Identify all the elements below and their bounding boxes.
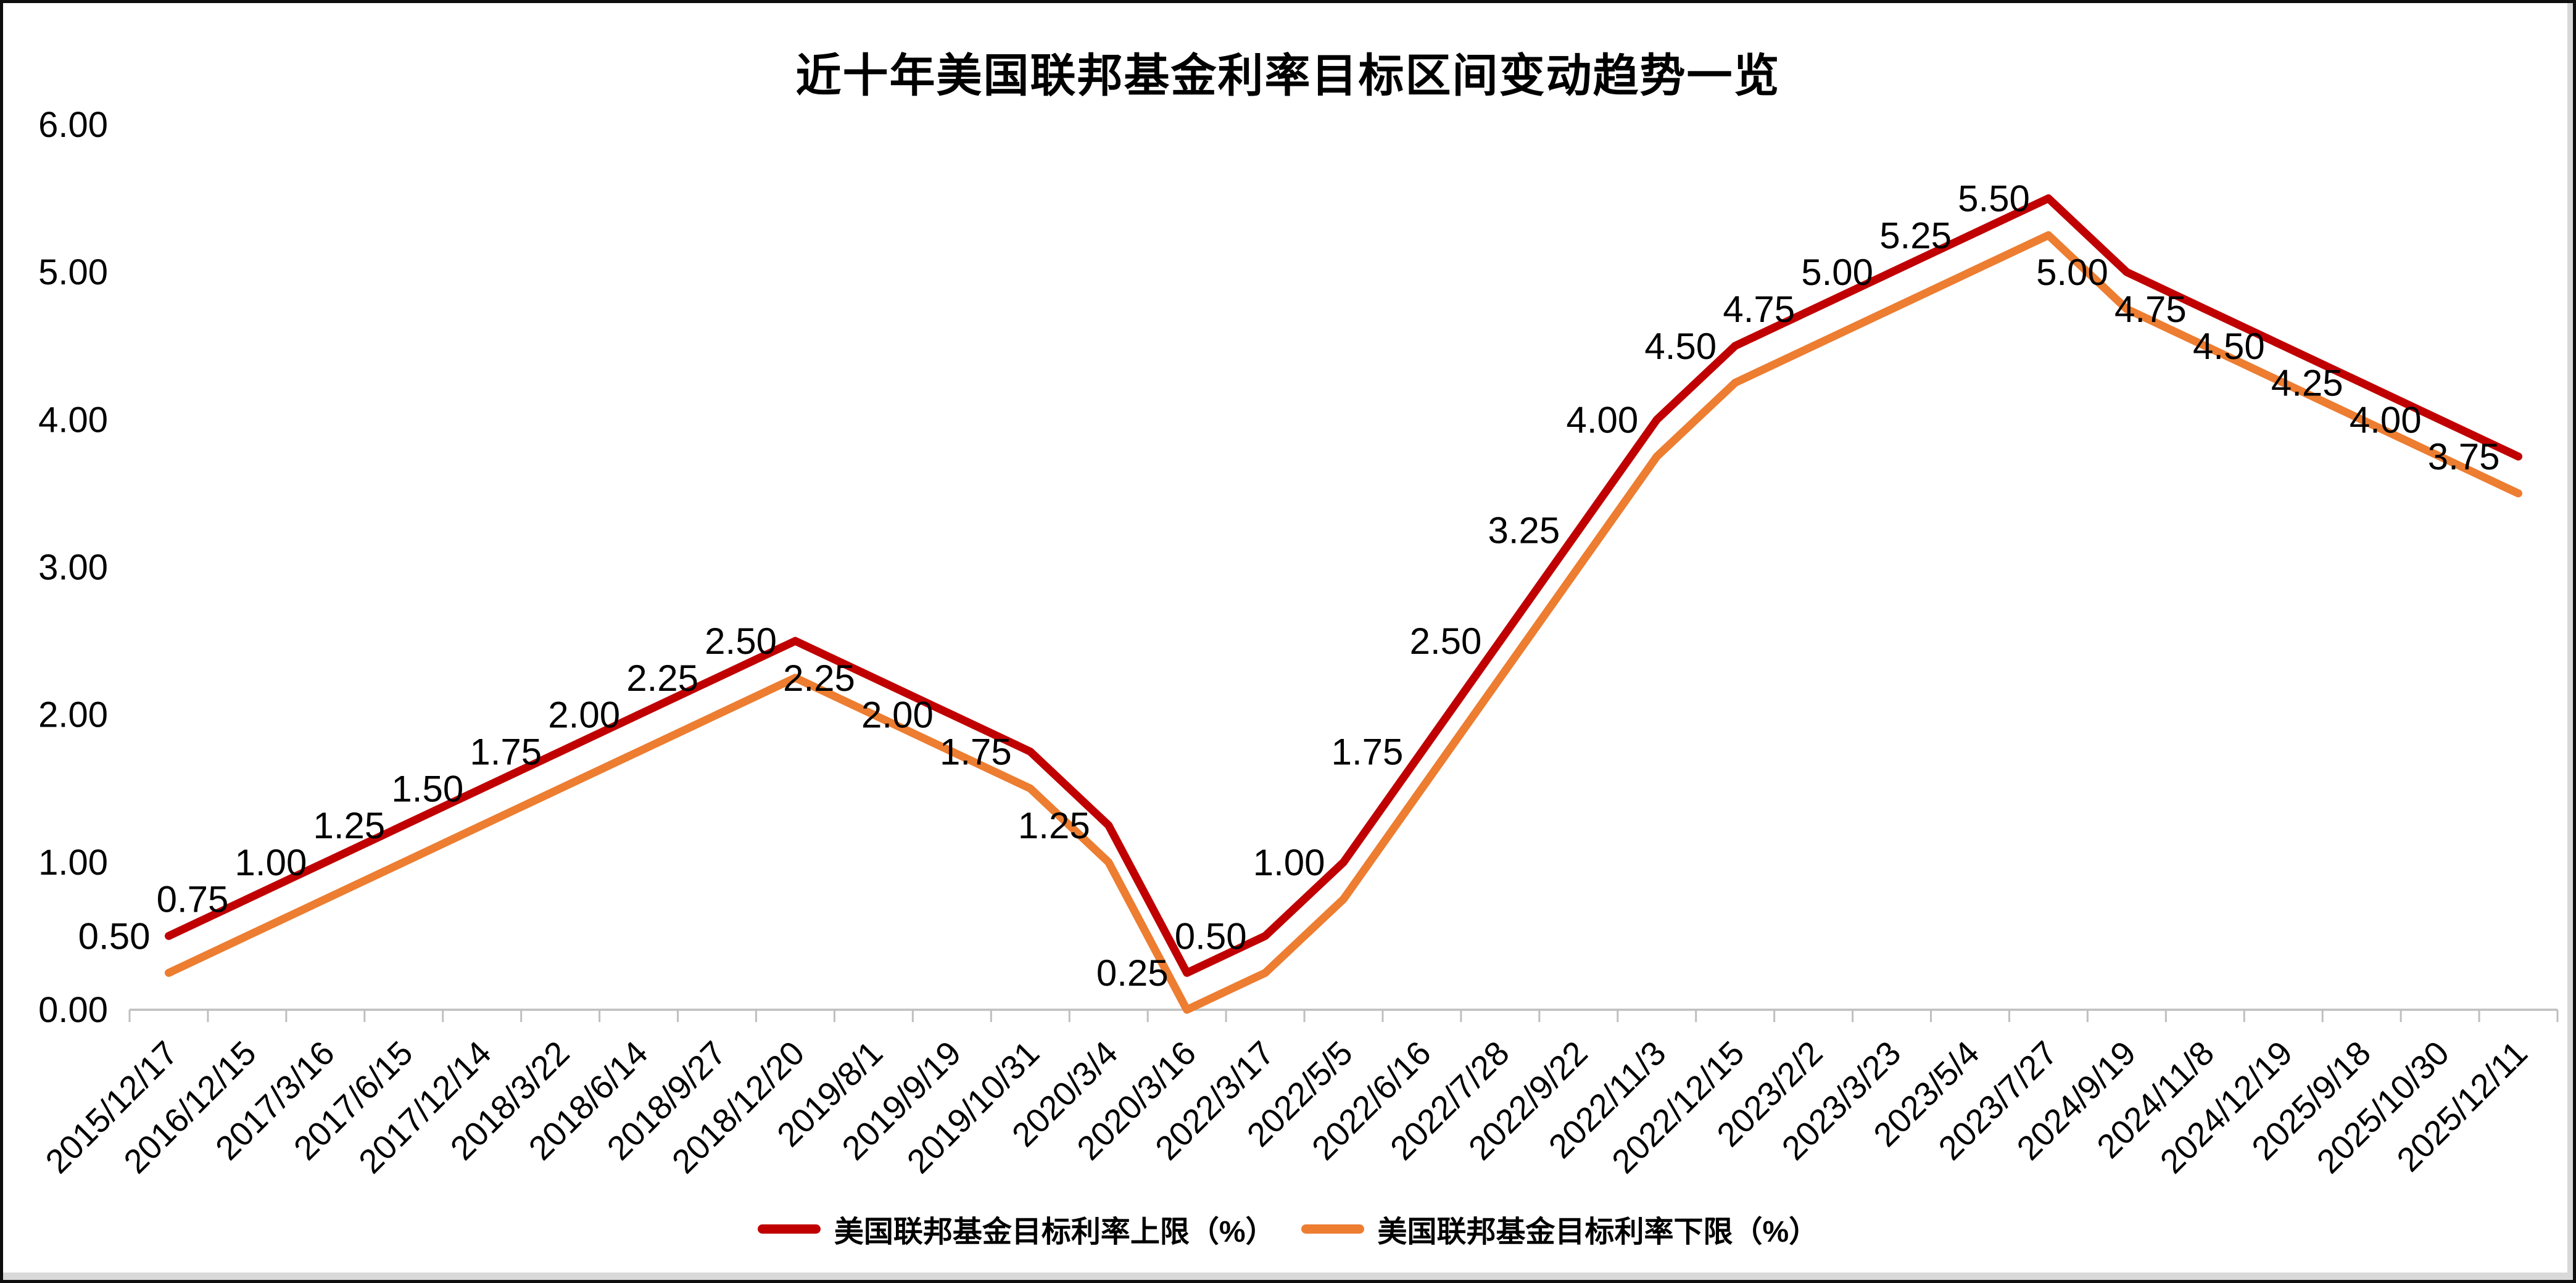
window-edge-bottom: [3, 1273, 2573, 1280]
data-label-upper-limit: 2.00: [548, 695, 620, 736]
data-label-upper-limit: 1.00: [1253, 842, 1325, 883]
data-label-upper-limit: 4.25: [2271, 363, 2343, 404]
data-label-upper-limit: 1.75: [940, 731, 1012, 772]
data-label-upper-limit: 3.25: [1488, 510, 1560, 551]
lower-limit-line-swatch-icon: [1301, 1224, 1364, 1234]
lower-limit-line: [164, 231, 2523, 1014]
data-label-upper-limit: 4.50: [1644, 326, 1717, 367]
y-axis-tick-label: 6.00: [38, 105, 108, 145]
data-label-upper-limit: 1.00: [235, 842, 307, 883]
chart-title: 近十年美国联邦基金利率目标区间变动趋势一览: [795, 50, 1781, 101]
y-axis-tick-label: 5.00: [38, 252, 108, 292]
data-label-upper-limit: 4.00: [2350, 399, 2422, 440]
data-label-upper-limit: 2.25: [783, 658, 855, 699]
data-label-upper-limit: 1.25: [313, 805, 385, 846]
line-chart-plot: 0.001.002.003.004.005.006.002015/12/1720…: [38, 105, 2559, 1181]
data-label-upper-limit: 2.00: [861, 695, 934, 736]
data-label-upper-limit: 4.00: [1566, 399, 1638, 440]
legend-label-upper-limit: 美国联邦基金目标利率上限（%）: [834, 1216, 1275, 1248]
data-label-upper-limit: 2.25: [626, 658, 698, 699]
data-label-upper-limit: 1.50: [391, 768, 463, 809]
data-label-upper-limit: 5.00: [2036, 252, 2108, 293]
data-label-upper-limit: 0.25: [1096, 952, 1169, 994]
data-label-upper-limit: 2.50: [1410, 621, 1482, 662]
window-edge-right: [2567, 3, 2573, 1280]
data-label-upper-limit: 1.75: [1331, 731, 1404, 772]
data-label-upper-limit: 1.25: [1018, 805, 1090, 846]
data-label-upper-limit: 3.75: [2428, 436, 2500, 477]
data-label-upper-limit: 4.75: [1723, 289, 1795, 330]
upper-limit-line-swatch-icon: [757, 1224, 821, 1234]
y-axis-tick-label: 0.00: [38, 990, 108, 1030]
data-label-upper-limit: 0.75: [157, 879, 229, 920]
data-label-upper-limit: 4.50: [2193, 326, 2265, 367]
legend-item-lower-limit: 美国联邦基金目标利率下限（%）: [1301, 1207, 1819, 1250]
data-label-upper-limit: 0.50: [1175, 915, 1247, 957]
data-label-upper-limit: 5.50: [1958, 178, 2030, 220]
y-axis-tick-label: 4.00: [38, 400, 108, 440]
data-label-upper-limit: 1.75: [470, 731, 542, 772]
legend-item-upper-limit: 美国联邦基金目标利率上限（%）: [757, 1207, 1275, 1250]
data-label-upper-limit: 2.50: [705, 621, 777, 662]
y-axis-tick-label: 2.00: [38, 695, 108, 735]
upper-limit-line: [164, 194, 2523, 977]
data-label-upper-limit: 5.00: [1801, 252, 1873, 293]
y-axis-tick-label: 3.00: [38, 548, 108, 588]
data-label-upper-limit: 0.50: [78, 915, 151, 957]
data-label-upper-limit: 5.25: [1879, 215, 1952, 256]
chart-legend: 美国联邦基金目标利率上限（%） 美国联邦基金目标利率下限（%）: [3, 1207, 2573, 1250]
y-axis-tick-label: 1.00: [38, 843, 108, 883]
data-label-upper-limit: 4.75: [2114, 289, 2187, 330]
legend-label-lower-limit: 美国联邦基金目标利率下限（%）: [1377, 1216, 1819, 1248]
